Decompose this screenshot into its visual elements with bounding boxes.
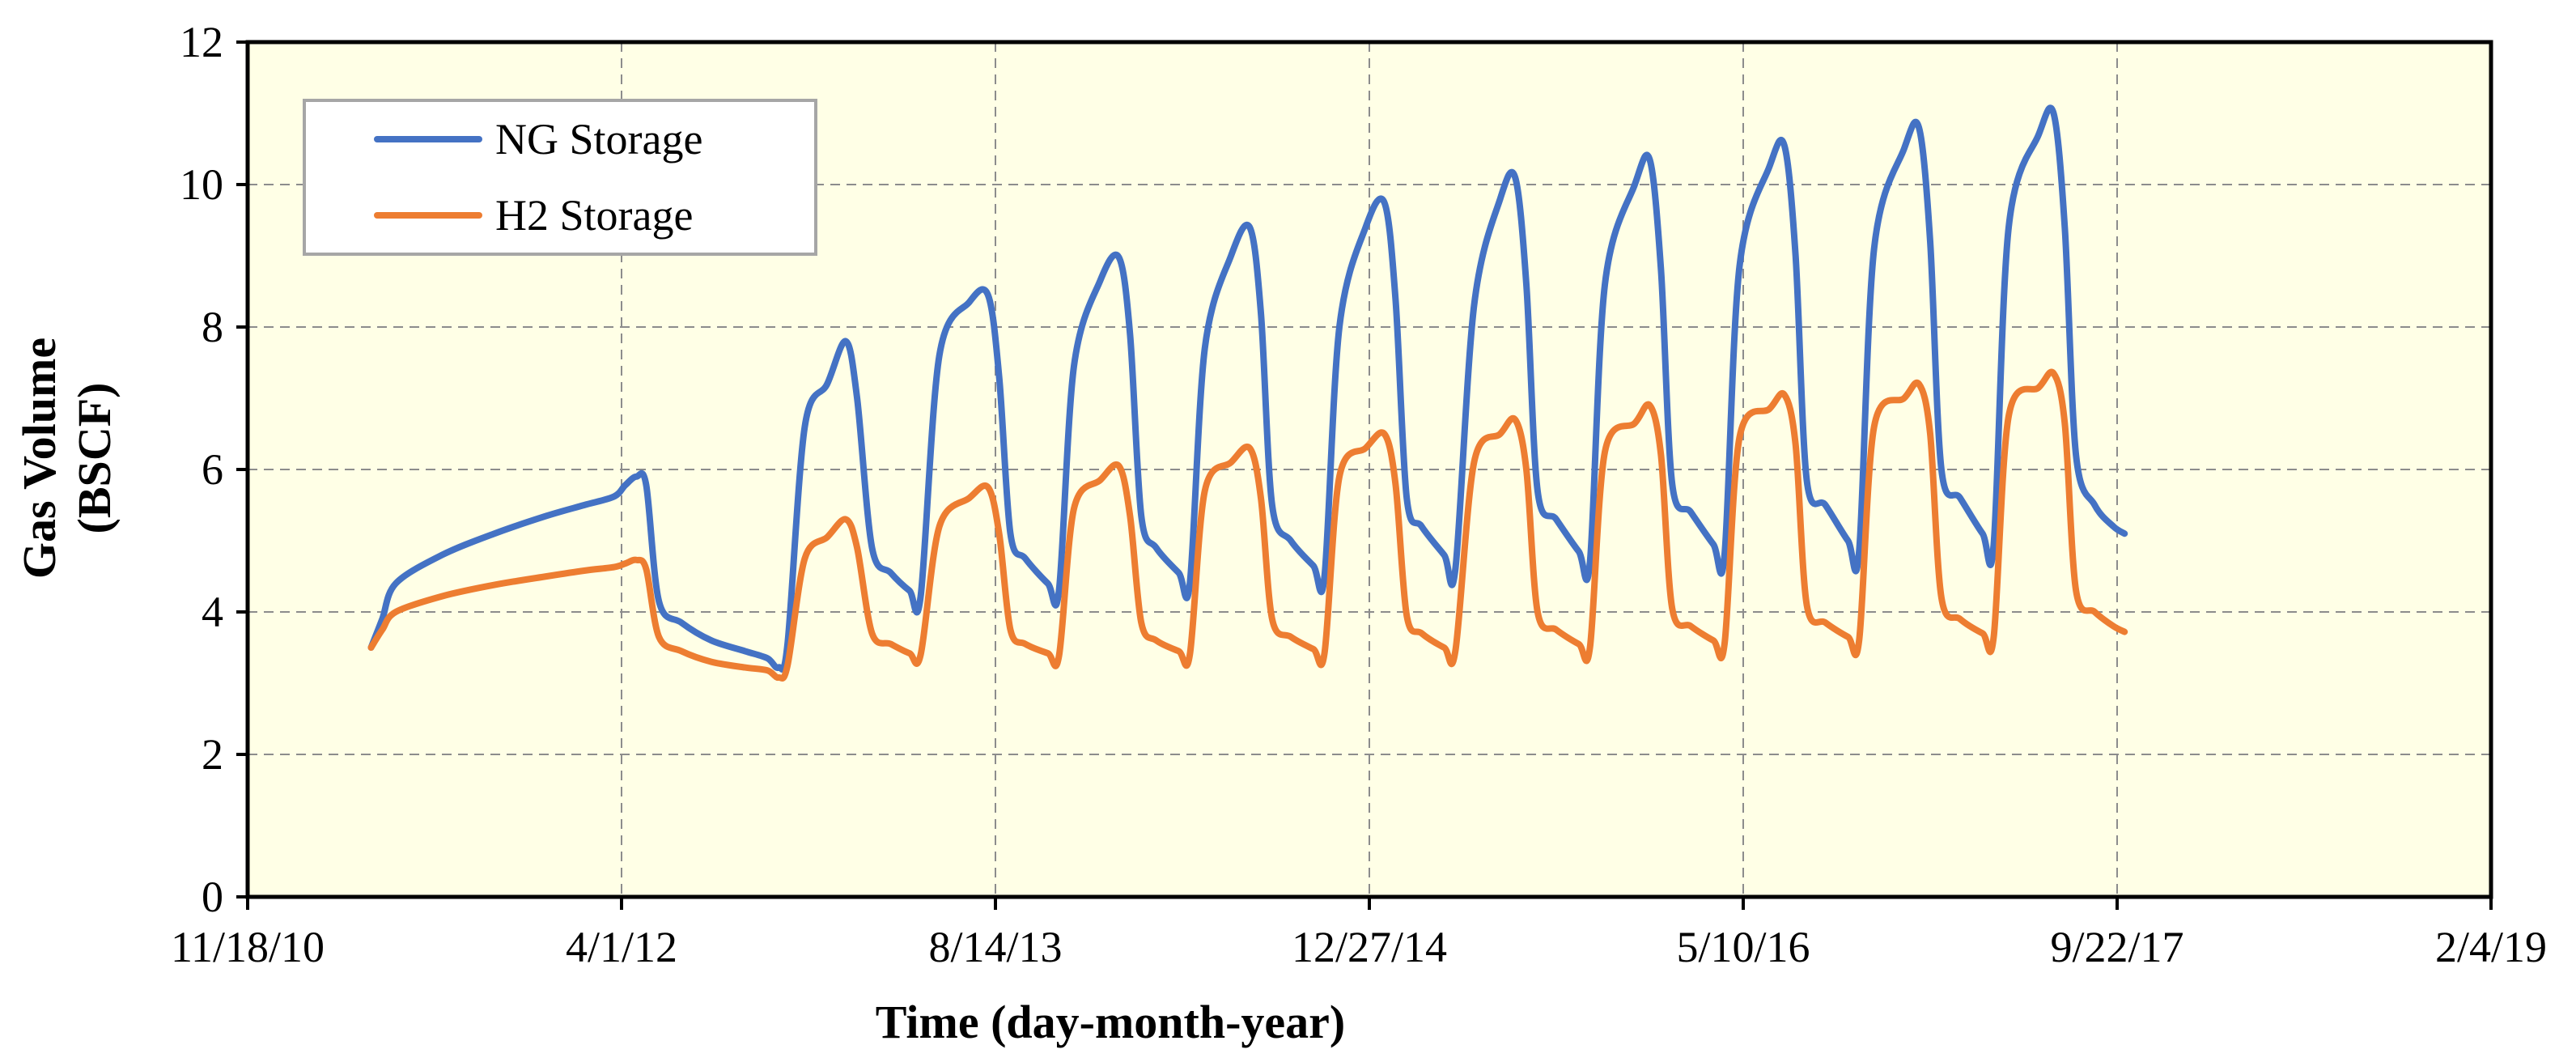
axis-ticks: 0 2 4 6 8 10 12 11/18/10 4/1/12 8/14/13 12/27/14 5/… (171, 18, 2547, 971)
x-tick-label: 5/10/16 (1676, 923, 1810, 971)
y-tick-label: 4 (202, 588, 223, 636)
legend: NG Storage H2 Storage (303, 99, 817, 256)
x-tick-label: 9/22/17 (2050, 923, 2183, 971)
y-tick-label: 10 (180, 160, 223, 209)
y-tick-label: 8 (202, 303, 223, 351)
x-tick-label: 4/1/12 (566, 923, 677, 971)
y-axis-title-line-2: (BSCF) (68, 383, 121, 534)
x-tick-label: 11/18/10 (171, 923, 325, 971)
x-tick-label: 8/14/13 (928, 923, 1062, 971)
legend-label-h2-storage: H2 Storage (495, 191, 693, 240)
y-axis-title-line-1: Gas Volume (13, 338, 66, 579)
legend-label-ng-storage: NG Storage (495, 115, 702, 164)
y-tick-label: 0 (202, 873, 223, 921)
y-tick-label: 6 (202, 445, 223, 494)
series-line-h2-storage (367, 368, 2128, 682)
x-axis-title: Time (day-month-year) (876, 996, 1345, 1048)
gridlines (248, 42, 2491, 897)
y-axis-title: Gas Volume (BSCF) (13, 338, 121, 579)
x-tick-label: 12/27/14 (1292, 923, 1447, 971)
y-tick-label: 2 (202, 730, 223, 779)
legend-box (303, 99, 817, 256)
series-line-ng-storage (367, 104, 2128, 673)
x-tick-label: 2/4/19 (2435, 923, 2547, 971)
y-tick-label: 12 (180, 18, 223, 66)
series-lines (367, 104, 2128, 682)
